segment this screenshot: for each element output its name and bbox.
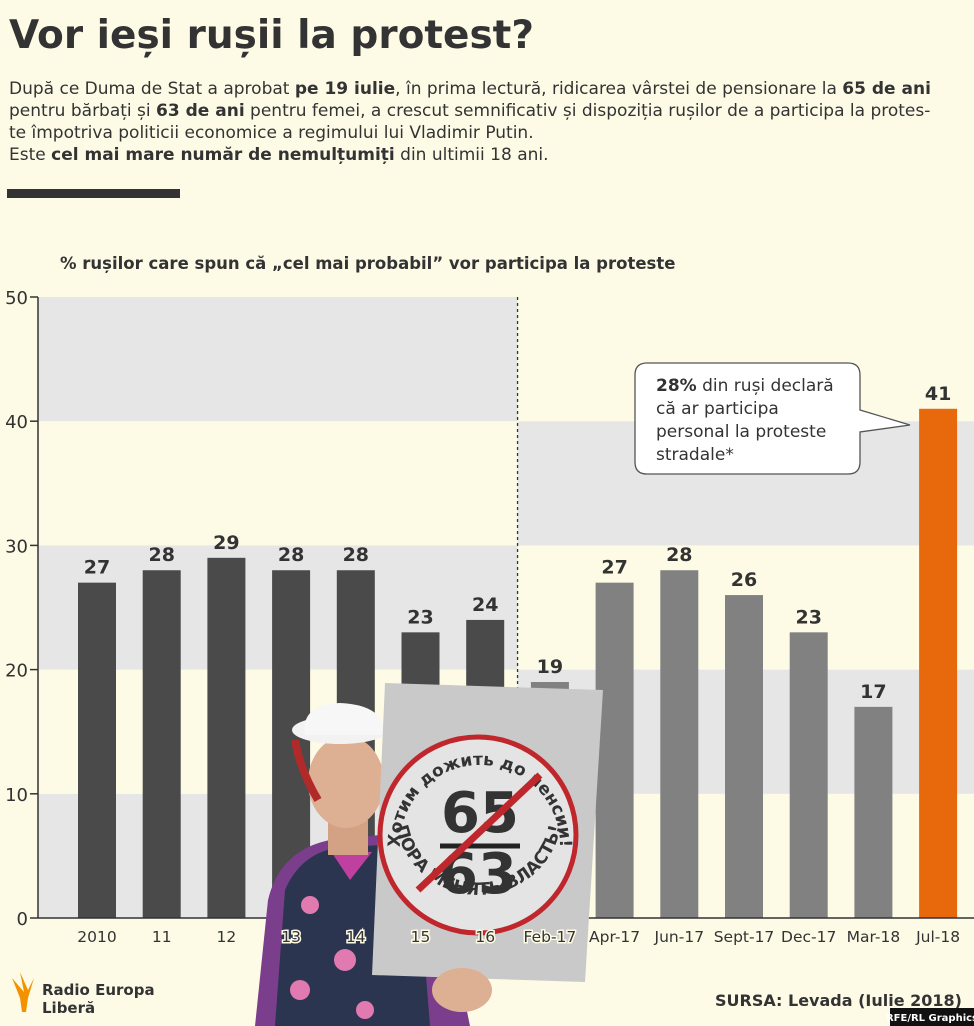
annotation-line-segment: stradale* [656,445,734,465]
x-tick-label: Dec-17 [781,928,836,946]
intro-line-segment: , în prima lectură, ridicarea vârstei de… [395,79,842,99]
divider-bar [7,189,180,198]
intro-line: te împotriva politicii economice a regim… [9,123,534,143]
annotation-line: că ar participa [656,399,779,419]
bar [142,570,181,918]
bar [595,582,634,918]
value-label: 27 [601,557,627,579]
value-label: 28 [148,544,174,566]
logo-text: Radio Europa [42,981,155,999]
x-tick-label: 11 [152,928,172,946]
annotation-line-segment: 28% [656,376,697,396]
flower [356,1001,374,1019]
intro-line-segment: 65 de ani [842,79,931,99]
value-label: 41 [925,383,951,405]
flower [290,980,310,1000]
value-label: 23 [795,606,821,628]
x-tick-label: 2010 [77,928,116,946]
y-tick-label: 10 [5,785,28,806]
annotation-line-segment: din ruși declară [697,376,834,396]
credit: RFE/RL Graphics [886,1013,974,1024]
value-label: 28 [343,544,369,566]
face [308,736,384,828]
x-tick-label: 13 [281,928,301,946]
annotation-bubble [634,362,911,475]
value-label: 28 [278,544,304,566]
band [38,297,518,422]
intro-line-segment: te împotriva politicii economice a regim… [9,123,534,143]
x-tick-label: Jul-18 [915,928,960,946]
hat-ribbon [291,739,322,803]
value-label: 29 [213,532,239,554]
chart-title: % rușilor care spun că „cel mai probabil… [60,254,675,273]
x-labels: 2010 11 12 13 14 15 16 Feb-17 Apr-17 Jun-17 Sept-1… [76,927,962,948]
intro-line-segment: 63 de ani [156,101,245,121]
y-tick-label: 30 [5,536,28,557]
logo-flame [12,972,34,1012]
intro-line-segment: din ultimii 18 ani. [395,145,549,165]
logo: Radio Europa Liberă [12,972,155,1017]
band [38,421,518,546]
x-tick-label: Apr-17 [589,928,640,946]
collar [330,850,372,880]
sign-slash [415,772,543,893]
x-tick-label: Mar-18 [847,928,901,946]
intro-line-segment: pe 19 iulie [295,79,395,99]
x-tick-label: 15 [411,928,431,946]
x-tick-label: Jun-17 [654,928,705,946]
intro-line: pentru bărbați și 63 de ani pentru femei… [9,101,930,121]
value-label: 27 [84,557,110,579]
y-tick-label: 20 [5,661,28,682]
intro-line: Este cel mai mare număr de nemulțumiți d… [9,145,549,165]
y-tick-label: 0 [17,909,28,930]
bar [854,706,893,918]
bar [919,408,958,918]
intro-line-segment: După ce Duma de Stat a aprobat [9,79,295,99]
intro-line: După ce Duma de Stat a aprobat pe 19 iul… [9,79,931,99]
x-tick-label: 12 [217,928,237,946]
bar [725,595,763,918]
value-label: 28 [666,544,692,566]
annotation-line: personal la proteste [656,422,826,442]
credit-box [890,1008,974,1026]
value-label: 26 [731,569,757,591]
bar [660,570,699,918]
annotation-line-segment: că ar participa [656,399,779,419]
value-label: 24 [472,594,498,616]
bar [789,632,828,918]
annotation-line: stradale* [656,445,734,465]
logo-text: Liberă [42,999,95,1017]
x-tick-label: Feb-17 [524,928,577,946]
intro-line-segment: cel mai mare număr de nemulțumiți [51,145,395,165]
intro-line-segment: Este [9,145,51,165]
sign-number: 63 [439,842,517,907]
value-label: 19 [537,656,563,678]
x-tick-label: 14 [346,928,366,946]
bar [207,557,246,918]
y-tick-label: 50 [5,288,28,309]
flower [301,896,319,914]
intro-line-segment: pentru bărbați și [9,101,156,121]
value-label: 17 [860,681,886,703]
y-tick-label: 40 [5,412,28,433]
value-label: 23 [407,606,433,628]
hand [432,968,492,1012]
source: SURSA: Levada (Iulie 2018) [715,991,962,1010]
x-tick-label: 16 [475,928,495,946]
intro-line-segment: pentru femei, a crescut semnificativ și … [245,101,931,121]
photo: Хотим дожить до пенсии! ПОРА МЕНЯТЬ ВЛАС… [255,683,603,1026]
annotation-line-segment: personal la proteste [656,422,826,442]
bar [78,582,116,918]
flower [334,949,356,971]
title: Vor ieși rușii la protest? [9,13,534,58]
x-tick-label: Sept-17 [714,928,775,946]
hat [304,703,385,735]
annotation-line: 28% din ruși declară [656,376,834,396]
